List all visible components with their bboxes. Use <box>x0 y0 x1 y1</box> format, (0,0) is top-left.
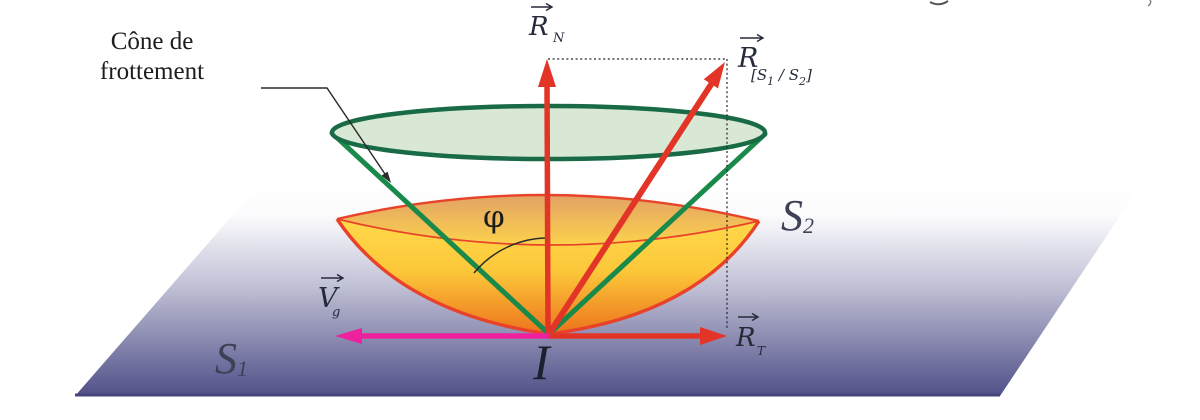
vector-arrow-icon <box>321 273 345 283</box>
svg-text:N: N <box>552 31 565 46</box>
sliding-velocity-arrowhead-icon <box>335 328 362 344</box>
resultant-force-arrowhead-icon <box>703 62 725 89</box>
normal-force-arrowhead-icon <box>538 59 556 87</box>
svg-text:R: R <box>735 323 756 353</box>
normal-force-label: R N <box>528 2 565 46</box>
svg-text:R: R <box>737 43 758 74</box>
projection-dotted-lines <box>548 58 728 330</box>
phi-angle-label: φ <box>483 199 505 235</box>
resultant-force-label: R [S1 / S2] <box>737 33 812 88</box>
svg-text:V: V <box>318 283 340 314</box>
friction-cone-caption-line2: frottement <box>100 58 204 85</box>
friction-cone-left-edge <box>329 130 552 337</box>
vector-arrow-icon <box>740 33 765 43</box>
leader-arrowhead-icon <box>381 171 391 183</box>
svg-text:T: T <box>757 344 766 358</box>
svg-text:R: R <box>528 12 549 42</box>
tangential-force-label: R T <box>735 312 766 358</box>
tangential-force-arrow <box>549 327 727 345</box>
vector-arrow-icon <box>738 312 760 322</box>
svg-text:[S1 / S2]: [S1 / S2] <box>751 66 812 88</box>
sliding-velocity-label: V g <box>318 273 345 320</box>
solid2-label: S2 <box>781 191 814 240</box>
tangential-force-arrowhead-icon <box>700 327 727 345</box>
solid1-label: S1 <box>215 334 248 383</box>
clipped-text-fragment <box>1147 0 1152 7</box>
contact-point-label: I <box>532 334 552 390</box>
friction-cone-right-edge <box>546 131 768 337</box>
leader-line <box>261 87 386 175</box>
friction-cone-caption-line1: Cône de <box>111 28 194 55</box>
resultant-force-arrow <box>546 62 725 336</box>
clipped-text-fragment <box>929 0 949 6</box>
sliding-velocity-arrow <box>335 328 549 344</box>
vector-arrow-icon <box>531 2 554 12</box>
phi-angle-arc <box>473 237 550 274</box>
svg-text:g: g <box>332 305 340 320</box>
normal-force-arrow <box>538 59 556 334</box>
